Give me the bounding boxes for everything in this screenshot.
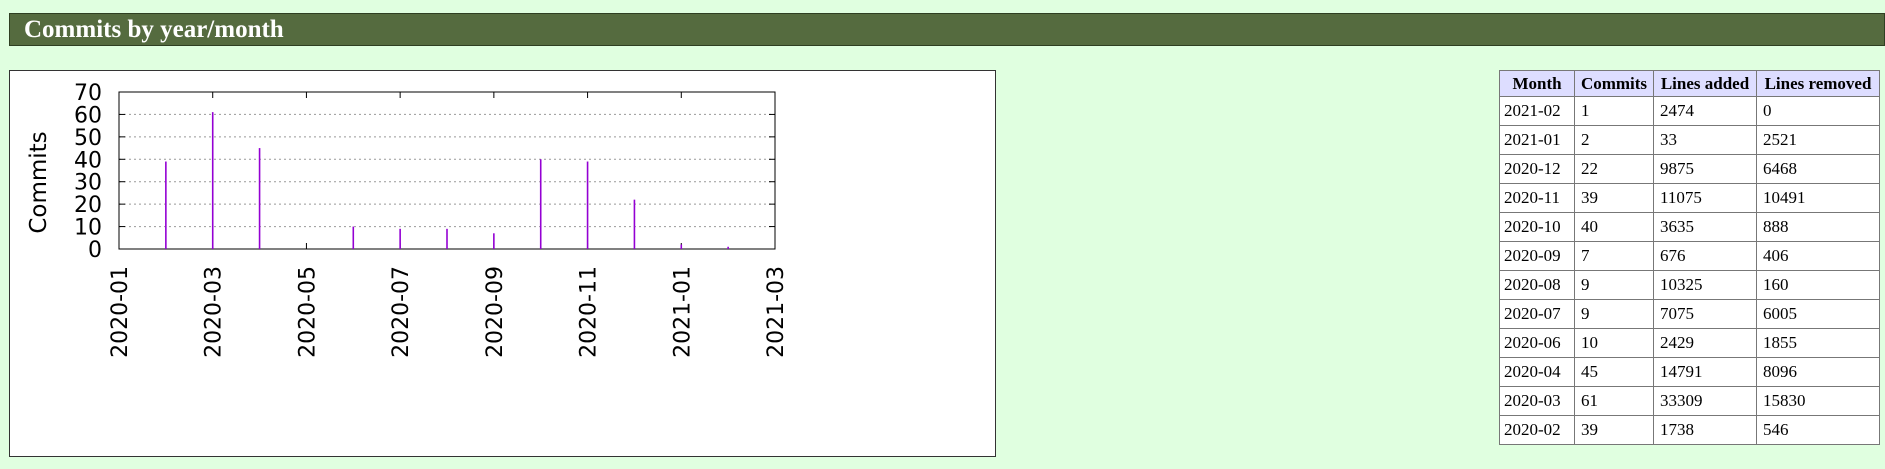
table-cell: 9875 — [1653, 154, 1757, 184]
column-header-lines-added: Lines added — [1653, 70, 1757, 97]
section-header: Commits by year/month — [9, 13, 1885, 46]
table-cell: 39 — [1574, 415, 1654, 445]
table-row: 2020-09 7 676 406 — [1499, 241, 1880, 271]
table-cell: 15830 — [1756, 386, 1880, 416]
x-tick-label: 2020-09 — [483, 266, 508, 358]
table-cell: 160 — [1756, 270, 1880, 300]
table-cell: 2021-02 — [1499, 96, 1575, 126]
y-tick-label: 60 — [74, 103, 102, 128]
table-cell: 2020-10 — [1499, 212, 1575, 242]
table-cell: 7 — [1574, 241, 1654, 271]
table-cell: 2021-01 — [1499, 125, 1575, 155]
column-header-month: Month — [1499, 70, 1575, 97]
table-cell: 6005 — [1756, 299, 1880, 329]
table-cell: 39 — [1574, 183, 1654, 213]
table-row: 2020-10 40 3635 888 — [1499, 212, 1880, 242]
table-cell: 2020-07 — [1499, 299, 1575, 329]
table-cell: 9 — [1574, 270, 1654, 300]
table-row: 2021-01 2 33 2521 — [1499, 125, 1880, 155]
table-cell: 2020-04 — [1499, 357, 1575, 387]
table-row: 2020-02 39 1738 546 — [1499, 415, 1880, 445]
table-cell: 2020-03 — [1499, 386, 1575, 416]
table-cell: 11075 — [1653, 183, 1757, 213]
table-cell: 0 — [1756, 96, 1880, 126]
table-row: 2020-08 9 10325 160 — [1499, 270, 1880, 300]
x-tick-label: 2020-05 — [295, 266, 320, 358]
table-cell: 1738 — [1653, 415, 1757, 445]
y-tick-label: 30 — [74, 171, 102, 196]
y-tick-label: 50 — [74, 126, 102, 151]
table-cell: 406 — [1756, 241, 1880, 271]
y-tick-label: 20 — [74, 193, 102, 218]
table-cell: 10 — [1574, 328, 1654, 358]
table-row: 2020-07 9 7075 6005 — [1499, 299, 1880, 329]
column-header-commits: Commits — [1574, 70, 1654, 97]
table-cell: 22 — [1574, 154, 1654, 184]
table-cell: 2 — [1574, 125, 1654, 155]
y-tick-label: 0 — [88, 238, 102, 263]
table-cell: 9 — [1574, 299, 1654, 329]
table-cell: 2020-11 — [1499, 183, 1575, 213]
table-row: 2020-03 61 33309 15830 — [1499, 386, 1880, 416]
table-cell: 2521 — [1756, 125, 1880, 155]
table-cell: 2474 — [1653, 96, 1757, 126]
table-cell: 7075 — [1653, 299, 1757, 329]
x-tick-label: 2020-01 — [108, 266, 133, 358]
table-cell: 2429 — [1653, 328, 1757, 358]
y-tick-label: 10 — [74, 216, 102, 241]
table-cell: 2020-08 — [1499, 270, 1575, 300]
table-cell: 546 — [1756, 415, 1880, 445]
table-cell: 888 — [1756, 212, 1880, 242]
table-cell: 10491 — [1756, 183, 1880, 213]
y-tick-label: 40 — [74, 148, 102, 173]
table-header-row: Month Commits Lines added Lines removed — [1499, 70, 1880, 97]
commits-chart: 0 10 20 30 40 50 60 70 2020-01 2020-03 2020-05 2020… — [9, 70, 996, 457]
commits-table: Month Commits Lines added Lines removed … — [1499, 70, 1880, 445]
table-row: 2021-02 1 2474 0 — [1499, 96, 1880, 126]
table-cell: 676 — [1653, 241, 1757, 271]
table-cell: 45 — [1574, 357, 1654, 387]
table-cell: 6468 — [1756, 154, 1880, 184]
table-cell: 1855 — [1756, 328, 1880, 358]
table-row: 2020-12 22 9875 6468 — [1499, 154, 1880, 184]
table-cell: 2020-02 — [1499, 415, 1575, 445]
section-title: Commits by year/month — [24, 16, 284, 43]
table-row: 2020-06 10 2429 1855 — [1499, 328, 1880, 358]
table-cell: 40 — [1574, 212, 1654, 242]
column-header-lines-removed: Lines removed — [1756, 70, 1880, 97]
y-tick-label: 70 — [74, 81, 102, 106]
table-cell: 61 — [1574, 386, 1654, 416]
table-cell: 2020-06 — [1499, 328, 1575, 358]
table-cell: 14791 — [1653, 357, 1757, 387]
table-cell: 33309 — [1653, 386, 1757, 416]
x-tick-label: 2021-01 — [670, 266, 695, 358]
table-cell: 2020-09 — [1499, 241, 1575, 271]
y-axis-label: Commits — [26, 131, 52, 233]
x-tick-label: 2021-03 — [764, 266, 789, 358]
plot-frame — [118, 91, 776, 250]
table-row: 2020-04 45 14791 8096 — [1499, 357, 1880, 387]
table-cell: 10325 — [1653, 270, 1757, 300]
table-cell: 3635 — [1653, 212, 1757, 242]
table-row: 2020-11 39 11075 10491 — [1499, 183, 1880, 213]
x-tick-label: 2020-07 — [389, 266, 414, 358]
table-cell: 2020-12 — [1499, 154, 1575, 184]
table-cell: 33 — [1653, 125, 1757, 155]
table-cell: 1 — [1574, 96, 1654, 126]
x-tick-label: 2020-11 — [577, 266, 602, 358]
x-tick-label: 2020-03 — [202, 266, 227, 358]
table-cell: 8096 — [1756, 357, 1880, 387]
